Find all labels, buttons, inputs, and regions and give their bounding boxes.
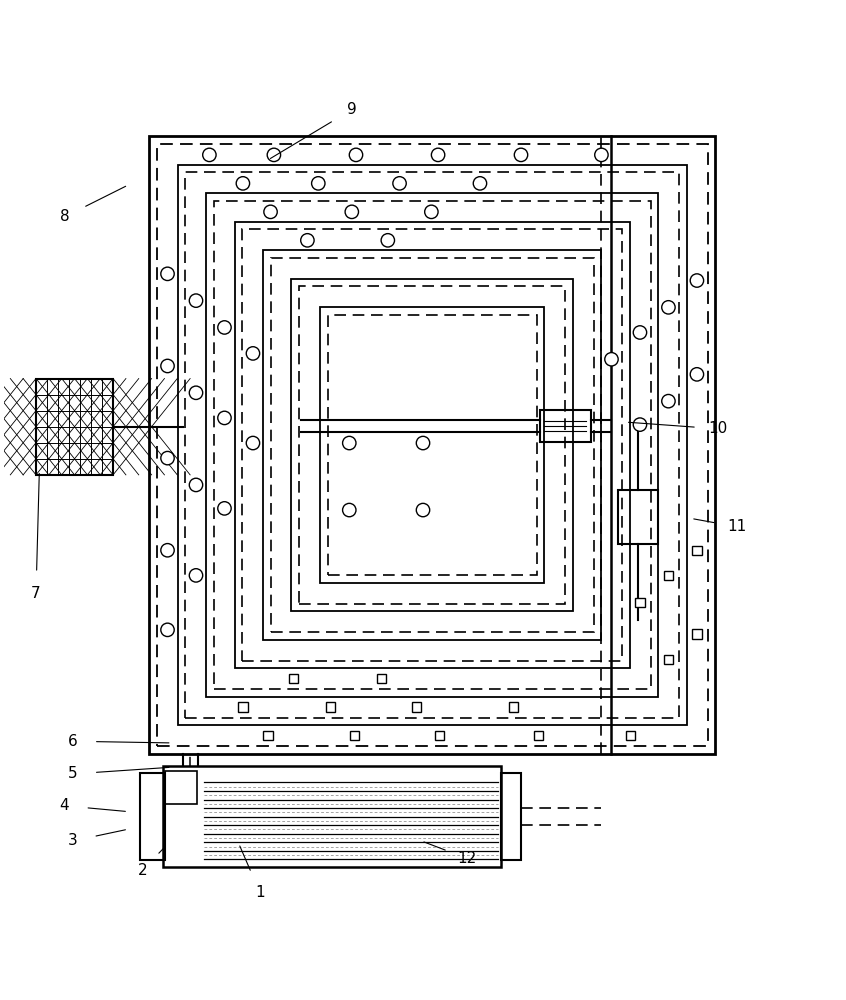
Circle shape	[634, 326, 646, 339]
Text: 7: 7	[31, 586, 41, 601]
Text: 12: 12	[458, 851, 477, 866]
Circle shape	[514, 148, 528, 162]
Bar	[239, 702, 248, 712]
Bar	[618, 490, 658, 544]
Circle shape	[246, 436, 260, 450]
Bar	[213, 201, 651, 689]
Circle shape	[264, 205, 277, 219]
Bar	[435, 731, 444, 740]
Circle shape	[473, 177, 486, 190]
Bar	[299, 286, 565, 604]
Circle shape	[595, 148, 608, 162]
Bar	[149, 136, 716, 754]
Circle shape	[246, 347, 260, 360]
Bar	[292, 279, 573, 611]
Bar	[178, 165, 687, 725]
Text: 2: 2	[138, 863, 147, 878]
Bar	[508, 702, 518, 712]
Bar	[242, 229, 623, 661]
Bar	[36, 379, 113, 475]
Bar	[327, 702, 336, 712]
Circle shape	[203, 148, 216, 162]
Bar	[157, 144, 708, 746]
Bar	[185, 172, 679, 718]
Bar	[349, 731, 359, 740]
Text: 6: 6	[68, 734, 78, 749]
Circle shape	[190, 386, 203, 399]
Circle shape	[349, 148, 363, 162]
Circle shape	[267, 148, 281, 162]
Circle shape	[605, 353, 618, 366]
Bar	[626, 731, 635, 740]
Circle shape	[236, 177, 250, 190]
Circle shape	[393, 177, 406, 190]
Circle shape	[161, 544, 174, 557]
Bar	[234, 222, 630, 668]
Bar	[412, 702, 421, 712]
Circle shape	[217, 502, 231, 515]
Text: 11: 11	[728, 519, 747, 534]
Bar	[288, 674, 298, 683]
Text: 10: 10	[708, 421, 728, 436]
Text: 9: 9	[347, 102, 357, 117]
Circle shape	[343, 503, 356, 517]
Circle shape	[416, 503, 430, 517]
Bar	[376, 674, 386, 683]
Circle shape	[634, 418, 646, 431]
Circle shape	[431, 148, 445, 162]
Bar	[263, 250, 602, 640]
Circle shape	[217, 321, 231, 334]
Text: 4: 4	[60, 798, 69, 813]
Circle shape	[190, 478, 203, 492]
Bar	[206, 193, 658, 697]
Circle shape	[345, 205, 359, 219]
Circle shape	[690, 274, 704, 287]
Circle shape	[190, 294, 203, 307]
Circle shape	[161, 359, 174, 373]
Bar	[165, 771, 197, 804]
Bar	[664, 655, 673, 664]
Circle shape	[690, 368, 704, 381]
Bar	[263, 731, 272, 740]
Circle shape	[381, 234, 394, 247]
Text: 8: 8	[60, 209, 69, 224]
Circle shape	[662, 301, 675, 314]
Text: 1: 1	[255, 885, 265, 900]
Bar	[501, 773, 521, 860]
Circle shape	[416, 436, 430, 450]
Circle shape	[161, 623, 174, 637]
Bar	[664, 571, 673, 580]
Bar	[692, 629, 701, 639]
Bar	[140, 773, 165, 860]
Bar	[271, 258, 594, 632]
Circle shape	[300, 234, 314, 247]
Bar	[327, 315, 537, 575]
Bar	[163, 766, 501, 867]
Bar	[635, 598, 645, 607]
Bar	[534, 731, 543, 740]
Circle shape	[190, 569, 203, 582]
Bar	[320, 307, 545, 583]
Circle shape	[217, 411, 231, 425]
Text: 5: 5	[68, 766, 78, 781]
Circle shape	[161, 267, 174, 281]
Bar	[541, 410, 591, 442]
Circle shape	[425, 205, 438, 219]
Text: 3: 3	[68, 833, 78, 848]
Circle shape	[343, 436, 356, 450]
Circle shape	[311, 177, 325, 190]
Bar	[692, 546, 701, 555]
Circle shape	[161, 451, 174, 465]
Circle shape	[662, 394, 675, 408]
